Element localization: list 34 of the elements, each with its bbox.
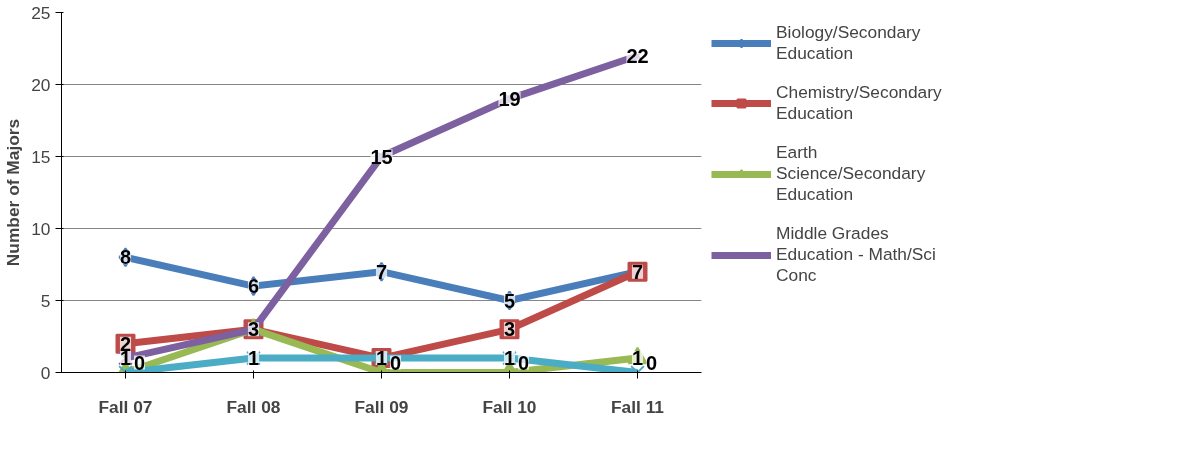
- y-tick-label: 20: [31, 74, 51, 95]
- x-tick-label: Fall 07: [98, 396, 153, 417]
- data-label: 1: [503, 347, 516, 370]
- data-label: 1: [631, 347, 644, 370]
- data-label: 0: [517, 351, 530, 374]
- data-label: 0: [645, 351, 658, 374]
- legend-label: Earth Science/Secondary Education: [776, 142, 926, 205]
- data-label: 6: [247, 275, 260, 298]
- data-label: 0: [133, 351, 146, 374]
- data-label: 1: [247, 347, 260, 370]
- data-label: 7: [375, 260, 388, 283]
- data-label: 19: [498, 87, 521, 110]
- y-tick-label: 10: [31, 218, 51, 239]
- data-label: 22: [626, 44, 649, 67]
- y-tick-label: 5: [40, 290, 51, 311]
- data-label: 3: [247, 318, 260, 341]
- x-tick-label: Fall 10: [482, 396, 537, 417]
- x-tick-label: Fall 09: [354, 396, 409, 417]
- y-axis-title: Number of Majors: [3, 118, 24, 267]
- data-label: 8: [119, 246, 132, 269]
- legend-label: Chemistry/Secondary Education: [776, 82, 942, 124]
- legend-label: Biology/Secondary Education: [776, 22, 921, 64]
- data-label: 3: [503, 318, 516, 341]
- data-label: 5: [503, 289, 516, 312]
- data-label: 1: [375, 347, 388, 370]
- y-tick-label: 0: [40, 362, 51, 383]
- y-tick-label: 25: [31, 2, 51, 23]
- x-tick-label: Fall 11: [611, 396, 665, 417]
- y-tick-label: 15: [31, 146, 51, 167]
- x-tick-label: Fall 08: [226, 396, 281, 417]
- data-label: 0: [389, 351, 402, 374]
- data-label: 7: [631, 260, 644, 283]
- data-label: 15: [370, 145, 393, 168]
- legend-label: Middle Grades Education - Math/Sci Conc: [776, 223, 936, 286]
